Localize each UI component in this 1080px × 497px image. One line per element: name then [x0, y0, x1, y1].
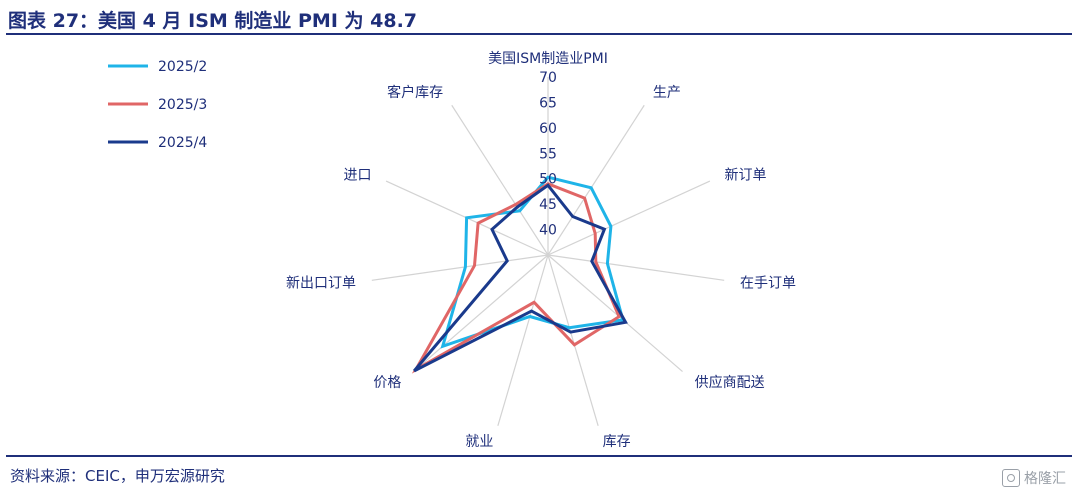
radial-tick-label: 55 [539, 146, 557, 162]
radar-spoke [547, 254, 599, 426]
category-label: 进口 [344, 167, 372, 183]
footer-divider [6, 455, 1072, 457]
radar-spoke [413, 254, 549, 373]
category-label: 供应商配送 [695, 374, 765, 391]
radar-grid [371, 77, 725, 426]
watermark: 格隆汇 [1002, 468, 1066, 488]
radar-spoke [547, 254, 725, 281]
category-label: 库存 [603, 434, 631, 450]
watermark-logo-icon [1002, 469, 1020, 487]
radial-tick-label: 70 [539, 70, 557, 86]
legend: 2025/2 2025/3 2025/4 [108, 59, 207, 151]
series-line-2025/4 [413, 183, 628, 373]
category-label: 价格 [373, 375, 401, 391]
radial-tick-label: 65 [539, 95, 557, 111]
source-note: 资料来源：CEIC，申万宏源研究 [10, 467, 225, 485]
watermark-text: 格隆汇 [1024, 471, 1066, 487]
category-label: 客户库存 [387, 84, 443, 101]
radar-spoke [451, 104, 549, 256]
category-label: 新订单 [724, 167, 766, 183]
radial-tick-label: 45 [539, 197, 557, 213]
chart-title: 图表 27：美国 4 月 ISM 制造业 PMI 为 48.7 [8, 10, 418, 32]
category-label: 生产 [653, 85, 681, 101]
radar-spoke [371, 254, 549, 281]
radar-spoke [497, 254, 549, 426]
radar-spoke [547, 180, 711, 256]
radial-tick-label: 40 [539, 223, 557, 239]
category-label: 在手订单 [740, 276, 796, 292]
radial-tick-label: 60 [539, 121, 557, 137]
category-label: 美国ISM制造业PMI [488, 51, 608, 67]
radar-spoke [547, 254, 683, 373]
legend-label: 2025/2 [158, 59, 207, 75]
radial-tick-label: 50 [539, 172, 557, 188]
category-label: 新出口订单 [286, 276, 356, 292]
category-label: 就业 [465, 434, 493, 450]
legend-label: 2025/3 [158, 97, 207, 113]
legend-label: 2025/4 [158, 135, 207, 151]
radar-spoke [547, 104, 645, 256]
radar-series [411, 175, 628, 374]
title-divider [6, 33, 1072, 35]
